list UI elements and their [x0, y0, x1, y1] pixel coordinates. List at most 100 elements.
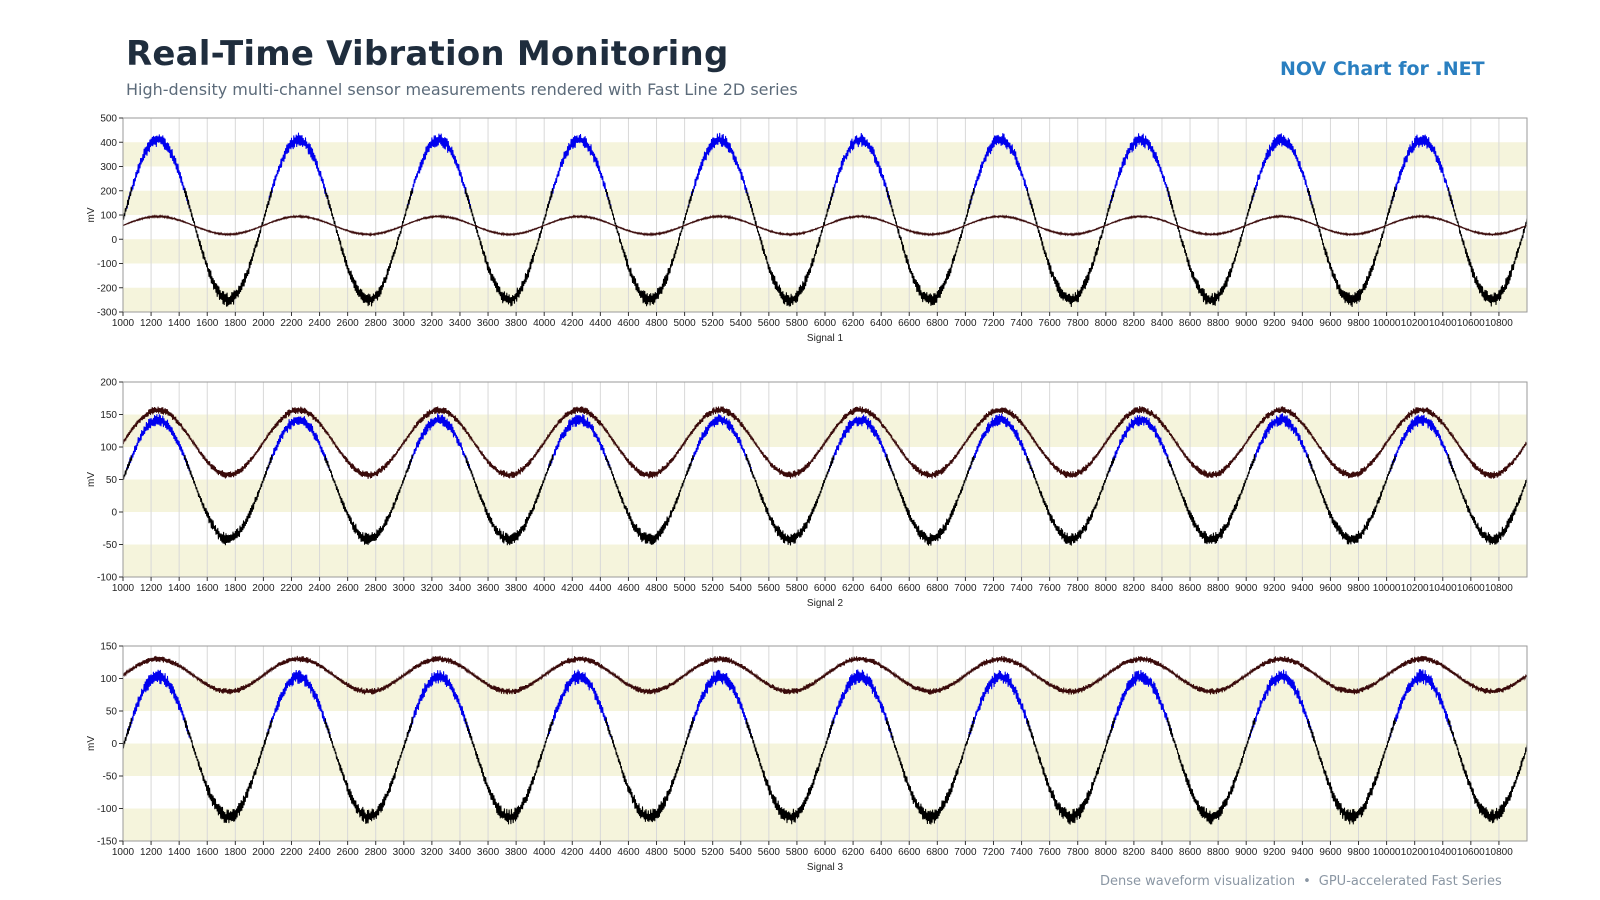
- x-tick-label: 3200: [421, 583, 444, 594]
- x-tick-label: 10400: [1429, 318, 1457, 329]
- x-tick-label: 2200: [280, 847, 303, 858]
- x-tick-label: 10800: [1485, 583, 1513, 594]
- footer-right-text: GPU-accelerated Fast Series: [1318, 874, 1502, 889]
- x-tick-label: 10400: [1429, 847, 1457, 858]
- y-tick-label: 0: [111, 508, 117, 519]
- x-tick-label: 3200: [421, 847, 444, 858]
- x-tick-label: 2800: [365, 583, 388, 594]
- series-line-3: [123, 454, 1527, 546]
- x-tick-label: 7000: [954, 318, 977, 329]
- x-tick-label: 2400: [308, 318, 331, 329]
- x-tick-label: 4800: [645, 318, 668, 329]
- y-axis-label: mV: [86, 207, 97, 222]
- x-tick-label: 4800: [645, 583, 668, 594]
- y-tick-label: -200: [97, 283, 117, 294]
- x-tick-label: 2800: [365, 318, 388, 329]
- x-tick-label: 5200: [702, 318, 725, 329]
- x-tick-label: 4600: [617, 847, 640, 858]
- series-line-1: [123, 406, 1527, 479]
- x-tick-label: 1800: [224, 318, 247, 329]
- x-tick-label: 8800: [1207, 847, 1230, 858]
- x-tick-label: 6000: [814, 318, 837, 329]
- x-tick-label: 7200: [982, 318, 1005, 329]
- x-tick-label: 7000: [954, 583, 977, 594]
- x-tick-label: 10600: [1457, 318, 1485, 329]
- y-tick-label: -100: [97, 804, 117, 815]
- x-tick-label: 3400: [449, 847, 472, 858]
- x-tick-label: 6200: [842, 847, 865, 858]
- x-tick-label: 1400: [168, 847, 191, 858]
- x-tick-label: 10200: [1401, 847, 1429, 858]
- x-tick-label: 7800: [1067, 847, 1090, 858]
- x-tick-label: 4000: [533, 318, 556, 329]
- x-tick-label: 9800: [1347, 583, 1370, 594]
- x-tick-label: 5800: [786, 583, 809, 594]
- x-tick-label: 4600: [617, 318, 640, 329]
- x-tick-label: 9600: [1319, 318, 1342, 329]
- x-tick-label: 5400: [730, 318, 753, 329]
- x-tick-label: 6000: [814, 583, 837, 594]
- x-tick-label: 8400: [1151, 583, 1174, 594]
- x-tick-label: 3800: [505, 847, 528, 858]
- x-tick-label: 3400: [449, 583, 472, 594]
- x-tick-label: 9600: [1319, 583, 1342, 594]
- x-tick-label: 4400: [589, 583, 612, 594]
- x-tick-label: 7800: [1067, 583, 1090, 594]
- x-tick-label: 8600: [1179, 847, 1202, 858]
- x-tick-label: 5200: [702, 847, 725, 858]
- x-tick-label: 10400: [1429, 583, 1457, 594]
- series-line-2: [126, 669, 1454, 738]
- x-tick-label: 1600: [196, 847, 219, 858]
- series-line-3: [123, 213, 1527, 237]
- x-tick-label: 10800: [1485, 847, 1513, 858]
- x-axis-label: Signal 2: [807, 598, 844, 609]
- y-tick-label: 50: [106, 475, 118, 486]
- y-axis-label: mV: [86, 736, 97, 751]
- x-tick-label: 9200: [1263, 318, 1286, 329]
- x-tick-label: 7600: [1039, 583, 1062, 594]
- x-tick-label: 8400: [1151, 847, 1174, 858]
- y-tick-label: -100: [97, 259, 117, 270]
- x-tick-label: 8000: [1095, 847, 1118, 858]
- x-tick-label: 5000: [673, 318, 696, 329]
- x-tick-label: 7400: [1010, 583, 1033, 594]
- x-tick-label: 6600: [898, 318, 921, 329]
- page-subtitle: High-density multi-channel sensor measur…: [126, 80, 798, 99]
- y-tick-label: 50: [106, 707, 118, 718]
- x-tick-label: 1400: [168, 318, 191, 329]
- x-tick-label: 2400: [308, 847, 331, 858]
- x-tick-label: 9800: [1347, 847, 1370, 858]
- y-tick-label: 500: [100, 114, 117, 125]
- x-tick-label: 5200: [702, 583, 725, 594]
- x-tick-label: 6000: [814, 847, 837, 858]
- x-tick-label: 2200: [280, 583, 303, 594]
- y-tick-label: -50: [103, 540, 118, 551]
- y-tick-label: 150: [100, 410, 117, 421]
- x-tick-label: 4000: [533, 583, 556, 594]
- x-tick-label: 4600: [617, 583, 640, 594]
- x-tick-label: 8600: [1179, 583, 1202, 594]
- x-tick-label: 8000: [1095, 583, 1118, 594]
- x-tick-label: 5800: [786, 318, 809, 329]
- x-tick-label: 4400: [589, 847, 612, 858]
- x-tick-label: 3800: [505, 583, 528, 594]
- y-tick-label: 100: [100, 211, 117, 222]
- x-tick-label: 9000: [1235, 847, 1258, 858]
- x-tick-label: 1400: [168, 583, 191, 594]
- x-tick-label: 6600: [898, 847, 921, 858]
- x-tick-label: 7600: [1039, 318, 1062, 329]
- x-tick-label: 2000: [252, 583, 275, 594]
- x-tick-label: 5000: [673, 847, 696, 858]
- x-tick-label: 4200: [561, 847, 584, 858]
- x-tick-label: 2800: [365, 847, 388, 858]
- x-tick-label: 6400: [870, 318, 893, 329]
- x-tick-label: 6800: [926, 847, 949, 858]
- y-tick-label: -100: [97, 573, 117, 584]
- x-tick-label: 6800: [926, 318, 949, 329]
- x-tick-label: 1600: [196, 583, 219, 594]
- x-tick-label: 4200: [561, 583, 584, 594]
- x-tick-label: 5600: [758, 583, 781, 594]
- x-tick-label: 3000: [393, 847, 416, 858]
- y-tick-label: -150: [97, 837, 117, 848]
